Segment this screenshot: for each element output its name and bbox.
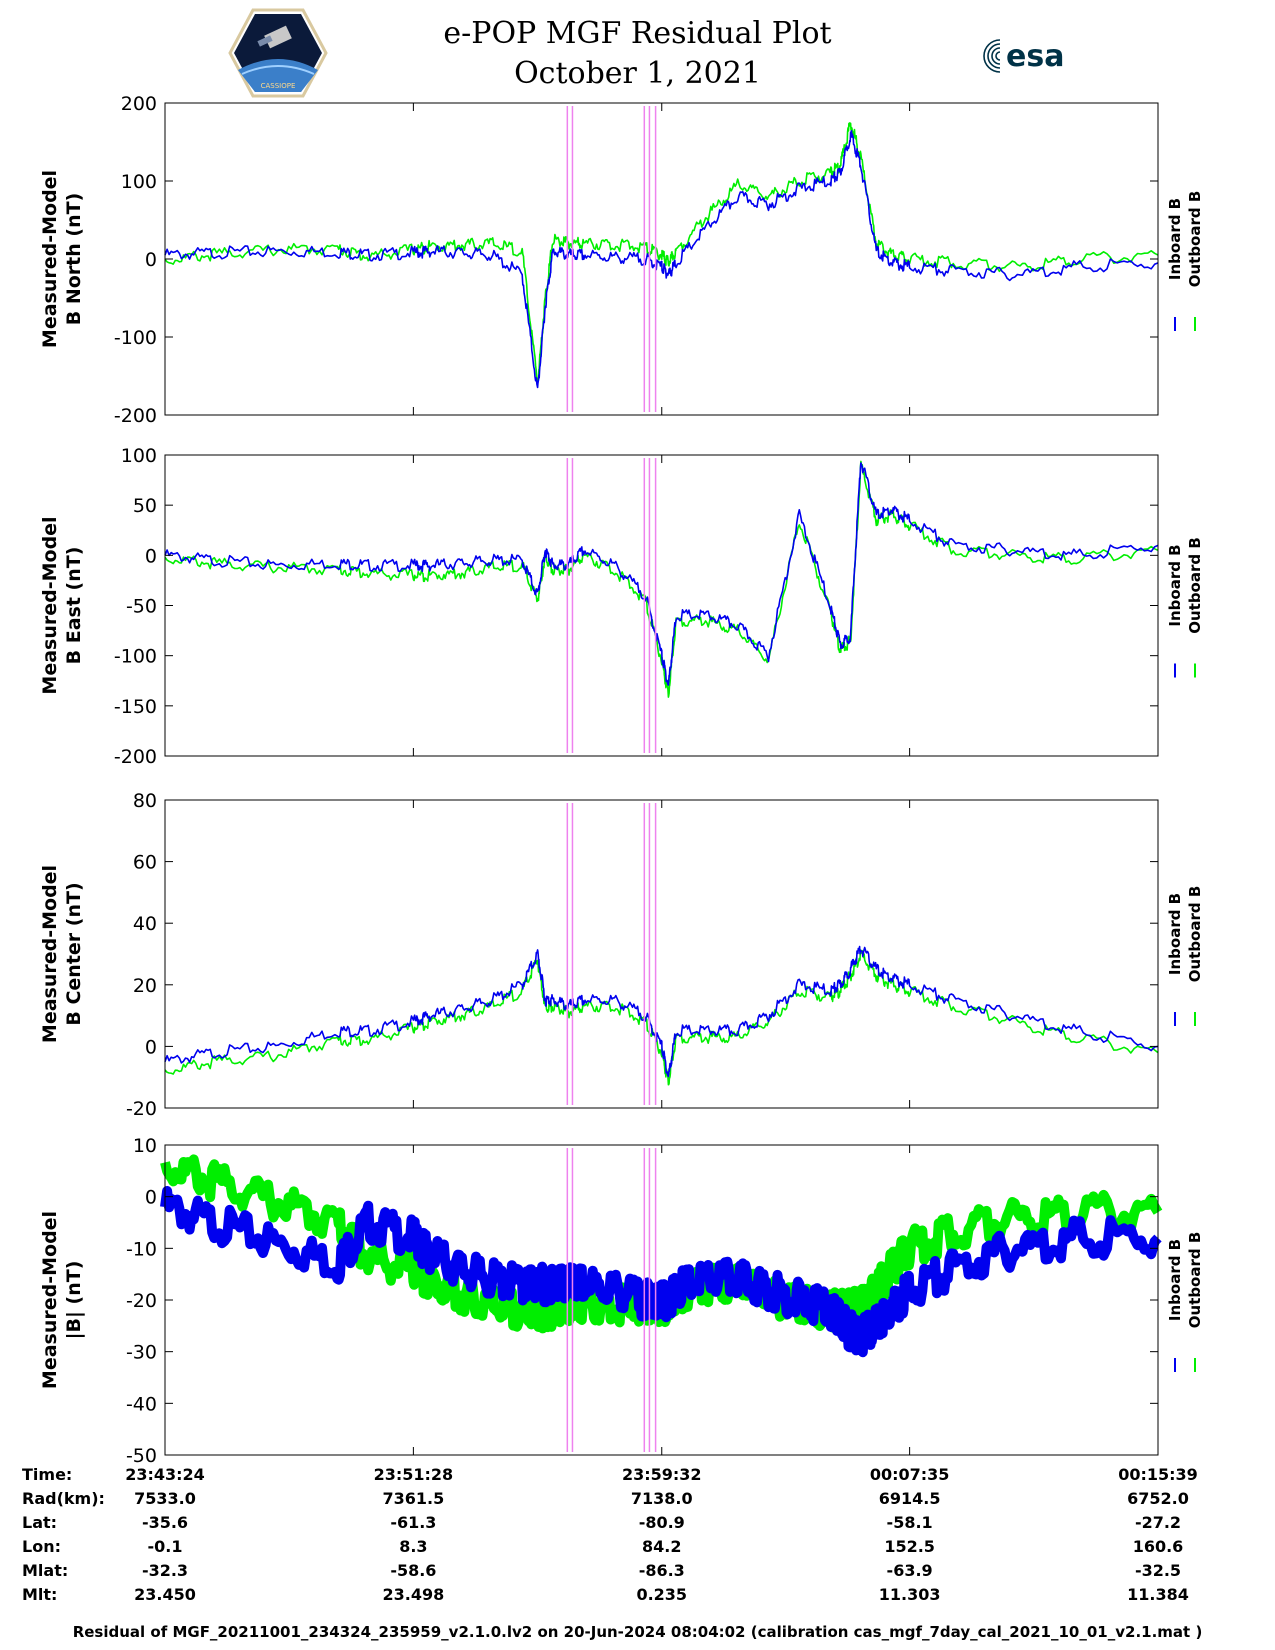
y-tick-label: -150	[114, 696, 157, 718]
esa-logo-text: esa	[1006, 39, 1064, 74]
y-tick-label: 100	[121, 171, 157, 193]
y-tick-label: 0	[145, 1036, 157, 1058]
table-cell: -63.9	[887, 1561, 933, 1580]
table-row-label: Lat:	[22, 1513, 57, 1532]
chart-title: e-POP MGF Residual Plot	[443, 16, 832, 51]
y-axis-label-line2: |B| (nT)	[63, 1261, 85, 1340]
table-row-label: Mlt:	[22, 1585, 57, 1604]
legend-label-inboard: Inboard B	[1166, 198, 1184, 280]
y-tick-label: 50	[133, 495, 157, 517]
y-axis-label-line1: Measured-Model	[39, 865, 61, 1043]
plot-frame-panel-3	[164, 799, 1159, 1109]
table-cell: 11.384	[1127, 1585, 1189, 1604]
y-tick-label: 10	[133, 1135, 157, 1157]
table-cell: 23.498	[383, 1585, 445, 1604]
y-axis-label-line2: B East (nT)	[63, 547, 85, 665]
y-tick-label: 200	[121, 93, 157, 115]
table-row-label: Time:	[22, 1465, 72, 1484]
y-tick-label: -50	[126, 596, 157, 618]
table-cell: -27.2	[1135, 1513, 1181, 1532]
y-tick-label: 40	[133, 913, 157, 935]
legend-label-outboard: Outboard B	[1186, 537, 1204, 634]
esa-logo-icon: esa	[983, 39, 1064, 74]
table-cell: 6914.5	[879, 1489, 941, 1508]
y-tick-label: -200	[114, 405, 157, 427]
table-cell: 11.303	[879, 1585, 941, 1604]
y-axis-label-line2: B North (nT)	[63, 193, 85, 326]
table-cell: 7361.5	[383, 1489, 445, 1508]
table-cell: -32.5	[1135, 1561, 1181, 1580]
legend-label-inboard: Inboard B	[1166, 893, 1184, 975]
mission-logo-icon: CASSIOPE	[228, 8, 328, 98]
series-line-inboard-panel-4	[160, 1186, 1162, 1358]
mission-logo-text: CASSIOPE	[261, 82, 296, 90]
table-cell: 152.5	[884, 1537, 935, 1556]
y-tick-label: 100	[121, 445, 157, 467]
table-cell: 84.2	[642, 1537, 681, 1556]
table-row-label: Rad(km):	[22, 1489, 105, 1508]
y-tick-label: 20	[133, 975, 157, 997]
legend-label-outboard: Outboard B	[1186, 886, 1204, 983]
y-tick-label: 0	[145, 545, 157, 567]
legend-label-outboard: Outboard B	[1186, 1232, 1204, 1329]
plot-frame-panel-2	[164, 454, 1159, 757]
table-cell: 23:43:24	[125, 1465, 205, 1484]
table-row-label: Lon:	[22, 1537, 61, 1556]
table-cell: 7533.0	[134, 1489, 196, 1508]
table-cell: 23:51:28	[374, 1465, 454, 1484]
footer-caption: Residual of MGF_20211001_234324_235959_v…	[72, 1623, 1203, 1641]
y-axis-label-line1: Measured-Model	[39, 1211, 61, 1389]
series-line-inboard-panel-3	[164, 945, 1159, 1078]
y-tick-label: -200	[114, 746, 157, 768]
y-tick-label: -100	[114, 646, 157, 668]
y-tick-label: -100	[114, 327, 157, 349]
table-cell: 7138.0	[631, 1489, 693, 1508]
y-tick-label: 0	[145, 1187, 157, 1209]
series-line-inboard-panel-1	[164, 130, 1159, 389]
table-cell: -58.1	[887, 1513, 933, 1532]
y-tick-label: -10	[126, 1238, 157, 1260]
table-cell: 160.6	[1133, 1537, 1184, 1556]
table-cell: 00:07:35	[870, 1465, 950, 1484]
chart-date: October 1, 2021	[514, 56, 761, 91]
table-cell: -58.6	[390, 1561, 436, 1580]
y-axis-label-line2: B Center (nT)	[63, 882, 85, 1025]
y-tick-label: 60	[133, 852, 157, 874]
table-cell: 23:59:32	[622, 1465, 702, 1484]
y-tick-label: -20	[126, 1290, 157, 1312]
legend-label-inboard: Inboard B	[1166, 544, 1184, 626]
table-cell: -35.6	[142, 1513, 188, 1532]
series-line-inboard-panel-2	[164, 462, 1159, 686]
table-cell: -0.1	[148, 1537, 183, 1556]
y-axis-label-line1: Measured-Model	[39, 516, 61, 694]
table-cell: 6752.0	[1127, 1489, 1189, 1508]
series-line-outboard-panel-3	[164, 949, 1159, 1086]
table-cell: 8.3	[399, 1537, 427, 1556]
table-cell: -32.3	[142, 1561, 188, 1580]
y-axis-label-line1: Measured-Model	[39, 170, 61, 348]
y-tick-label: -20	[126, 1098, 157, 1120]
table-cell: 0.235	[636, 1585, 687, 1604]
y-tick-label: 80	[133, 790, 157, 812]
table-row-label: Mlat:	[22, 1561, 68, 1580]
y-tick-label: 0	[145, 249, 157, 271]
legend-label-inboard: Inboard B	[1166, 1239, 1184, 1321]
table-cell: -86.3	[639, 1561, 685, 1580]
table-cell: -61.3	[390, 1513, 436, 1532]
title-block: e-POP MGF Residual Plot October 1, 2021	[0, 14, 1275, 94]
y-tick-label: -40	[126, 1393, 157, 1415]
y-tick-label: -50	[126, 1445, 157, 1467]
table-cell: -80.9	[639, 1513, 685, 1532]
legend-label-outboard: Outboard B	[1186, 191, 1204, 288]
series-line-outboard-panel-1	[164, 122, 1159, 385]
table-cell: 23.450	[134, 1585, 196, 1604]
table-cell: 00:15:39	[1118, 1465, 1198, 1484]
y-tick-label: -30	[126, 1342, 157, 1364]
